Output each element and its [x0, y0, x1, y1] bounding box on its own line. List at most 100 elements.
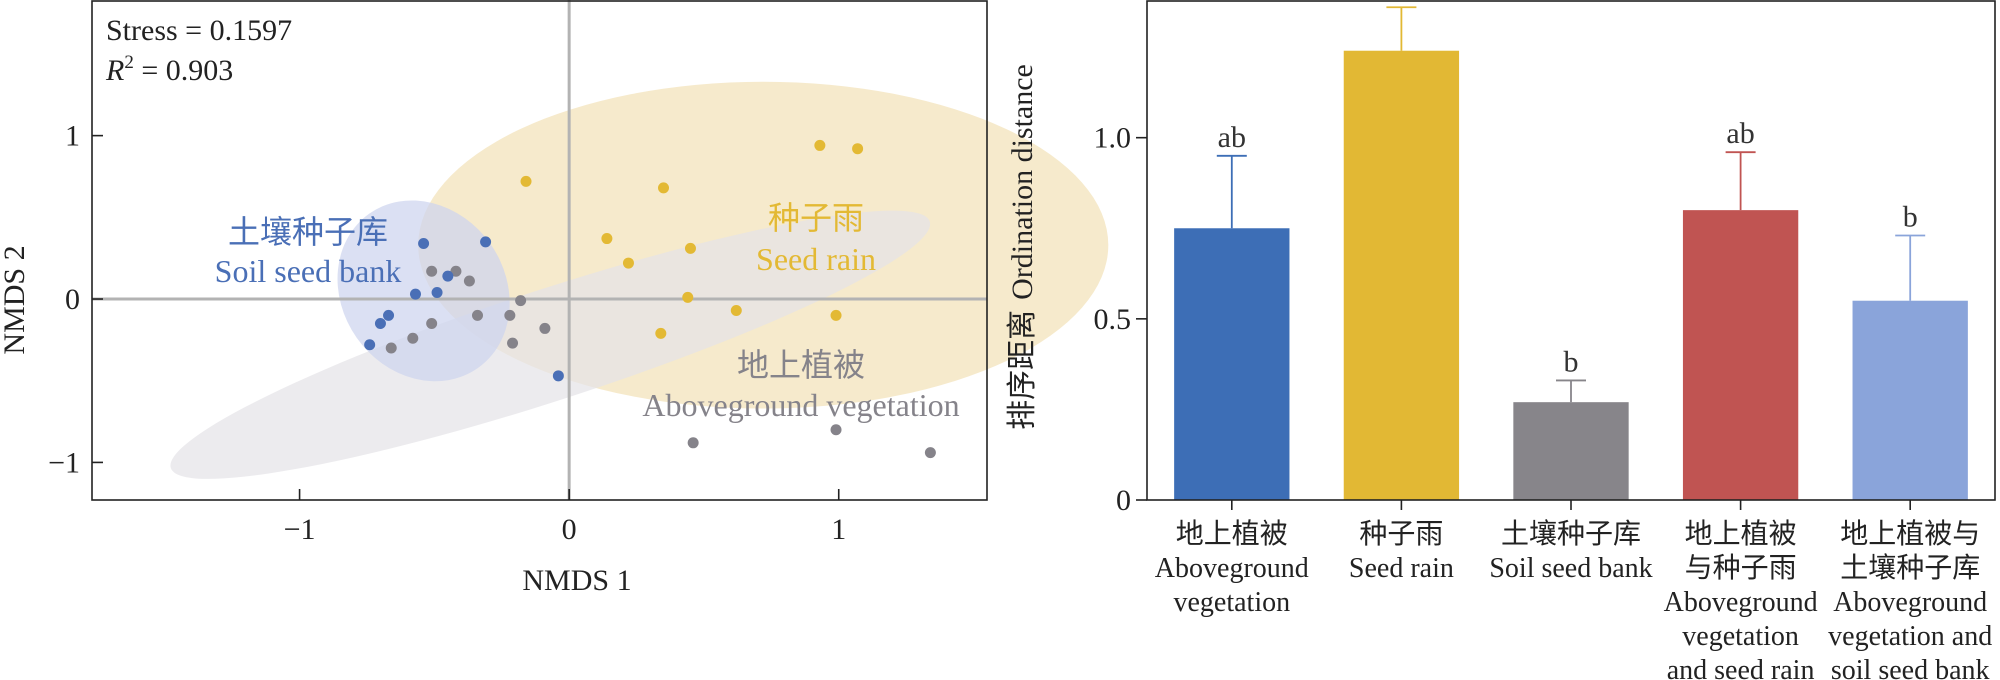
group-label-aboveground-cn: 地上植被: [737, 347, 865, 383]
category-label-line: soil seed bank: [1831, 655, 1990, 680]
stress-label: Stress = 0.1597: [106, 14, 292, 47]
point-aboveground: [507, 337, 519, 349]
point-aboveground: [426, 265, 438, 277]
category-label-line: 土壤种子库: [1501, 518, 1641, 550]
nmds-ellipses: [170, 81, 1109, 479]
point-soil-seed-bank: [409, 288, 421, 300]
point-aboveground: [515, 295, 527, 307]
point-seed-rain: [684, 242, 696, 254]
ordination-error-bars: [1216, 6, 1926, 403]
point-aboveground: [471, 309, 483, 321]
y-tick-label: 0: [1116, 484, 1131, 517]
ordination-bar-panel: abababb 00.51.0 地上植被Abovegroundvegetatio…: [1006, 0, 1996, 680]
ellipse-aboveground: [170, 210, 931, 479]
bar: [1174, 228, 1290, 500]
point-seed-rain: [830, 309, 842, 321]
r2-label: R2 = 0.903: [105, 52, 233, 87]
point-soil-seed-bank: [552, 370, 564, 382]
point-seed-rain: [814, 139, 826, 151]
ordination-y-axis-label-cn: 排序距离: [1006, 310, 1039, 430]
group-label-soil-seed-bank-en: Soil seed bank: [215, 253, 402, 289]
point-seed-rain: [730, 304, 742, 316]
ordination-significance-letters: abababb: [1218, 0, 1918, 378]
category-label-line: 与种子雨: [1685, 552, 1797, 584]
point-seed-rain: [658, 182, 670, 194]
category-label-line: and seed rain: [1667, 655, 1815, 680]
category-label-line: 地上植被与: [1840, 518, 1980, 550]
significance-letter: ab: [1726, 117, 1754, 150]
category-label-line: vegetation: [1682, 621, 1799, 652]
ordination-y-axis-label: 排序距离 Ordination distance: [1006, 64, 1039, 430]
r2-value: = 0.903: [134, 54, 233, 87]
point-aboveground: [830, 424, 842, 436]
point-aboveground: [539, 322, 551, 334]
category-label-line: 地上植被: [1176, 518, 1288, 550]
nmds-axis-ticks: −1 0 1 −1 0 1: [48, 120, 846, 546]
point-aboveground: [504, 309, 516, 321]
point-soil-seed-bank: [418, 237, 430, 249]
y-tick-label: 1.0: [1094, 122, 1132, 155]
bar: [1513, 402, 1629, 500]
nmds-y-axis-label: NMDS 2: [0, 245, 31, 354]
point-soil-seed-bank: [480, 236, 492, 248]
significance-letter: ab: [1218, 121, 1246, 154]
group-label-seed-rain-en: Seed rain: [756, 241, 876, 277]
category-label-line: 地上植被: [1685, 518, 1797, 550]
y-tick-label: 0: [65, 283, 80, 316]
nmds-points: [364, 139, 936, 459]
x-tick-label: 0: [562, 513, 577, 546]
point-seed-rain: [601, 233, 613, 245]
group-label-seed-rain-cn: 种子雨: [768, 200, 864, 236]
category-label-line: Aboveground: [1833, 587, 1987, 618]
point-seed-rain: [520, 175, 532, 187]
ellipse-soil-seed-bank: [337, 200, 510, 382]
nmds-zero-lines: [92, 0, 987, 500]
category-label-line: Aboveground: [1155, 553, 1309, 584]
bar-axis-ticks: 0 0.5 1.0: [1094, 122, 1911, 517]
point-soil-seed-bank: [442, 270, 454, 282]
bar: [1682, 210, 1799, 500]
point-aboveground: [687, 437, 699, 449]
significance-letter: b: [1564, 345, 1579, 378]
point-aboveground: [407, 332, 419, 344]
point-seed-rain: [852, 143, 864, 155]
point-soil-seed-bank: [383, 309, 395, 321]
bar: [1852, 300, 1968, 500]
category-label-line: vegetation and: [1828, 621, 1992, 652]
point-seed-rain: [655, 327, 667, 339]
nmds-x-axis-label: NMDS 1: [522, 564, 631, 597]
point-aboveground: [450, 265, 462, 277]
y-tick-label: 0.5: [1094, 303, 1132, 336]
significance-letter: b: [1903, 201, 1918, 234]
group-label-soil-seed-bank-cn: 土壤种子库: [228, 214, 388, 250]
point-soil-seed-bank: [431, 286, 443, 298]
category-label-line: Soil seed bank: [1489, 553, 1652, 584]
category-label-line: 种子雨: [1359, 518, 1443, 550]
y-tick-label: 1: [65, 120, 80, 153]
category-label-line: vegetation: [1173, 587, 1290, 618]
x-tick-label: 1: [831, 513, 846, 546]
category-label-line: 土壤种子库: [1840, 552, 1980, 584]
ordination-bars: [1174, 50, 1968, 500]
r2-superscript: 2: [124, 52, 134, 73]
nmds-plot-frame: [91, 0, 988, 501]
point-seed-rain: [682, 291, 694, 303]
x-tick-label: −1: [284, 513, 316, 546]
category-label-line: Aboveground: [1664, 587, 1818, 618]
point-aboveground: [463, 275, 475, 287]
point-aboveground: [426, 318, 438, 330]
nmds-scatter-panel: −1 0 1 −1 0 1 Stress = 0.1597 R2 = 0.903 土壤种子…: [0, 0, 1109, 597]
point-soil-seed-bank: [364, 339, 376, 351]
ordination-y-axis-label-en: Ordination distance: [1006, 64, 1039, 300]
point-aboveground: [924, 447, 936, 459]
point-soil-seed-bank: [374, 318, 386, 330]
category-label-line: Seed rain: [1349, 553, 1454, 584]
bar: [1343, 50, 1460, 500]
point-seed-rain: [622, 257, 634, 269]
significance-letter: a: [1395, 0, 1408, 5]
point-aboveground: [385, 342, 397, 354]
r2-symbol: R: [105, 54, 124, 87]
group-label-aboveground-en: Aboveground vegetation: [642, 387, 959, 423]
